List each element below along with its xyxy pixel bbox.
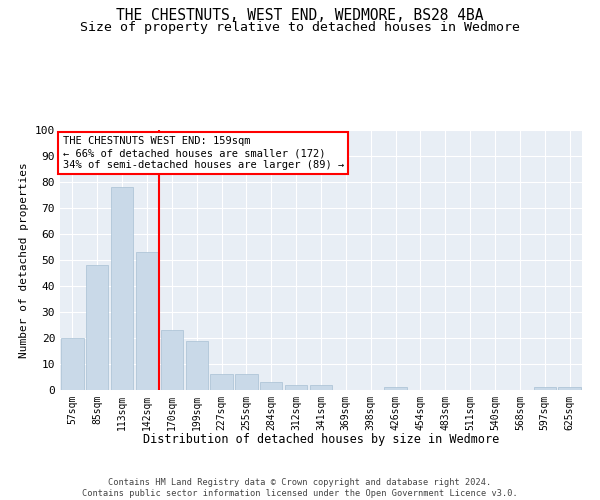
Bar <box>61 338 83 390</box>
Bar <box>559 388 581 390</box>
Text: Contains HM Land Registry data © Crown copyright and database right 2024.
Contai: Contains HM Land Registry data © Crown c… <box>82 478 518 498</box>
Bar <box>211 374 233 390</box>
Text: Size of property relative to detached houses in Wedmore: Size of property relative to detached ho… <box>80 21 520 34</box>
Bar <box>111 187 133 390</box>
Bar <box>533 388 556 390</box>
Bar <box>285 385 307 390</box>
Bar <box>260 382 283 390</box>
Bar <box>385 388 407 390</box>
Text: THE CHESTNUTS WEST END: 159sqm
← 66% of detached houses are smaller (172)
34% of: THE CHESTNUTS WEST END: 159sqm ← 66% of … <box>62 136 344 170</box>
Bar <box>235 374 257 390</box>
Bar <box>185 340 208 390</box>
Bar <box>86 265 109 390</box>
Text: Distribution of detached houses by size in Wedmore: Distribution of detached houses by size … <box>143 432 499 446</box>
Bar <box>136 252 158 390</box>
Bar <box>161 330 183 390</box>
Text: THE CHESTNUTS, WEST END, WEDMORE, BS28 4BA: THE CHESTNUTS, WEST END, WEDMORE, BS28 4… <box>116 8 484 22</box>
Bar <box>310 385 332 390</box>
Y-axis label: Number of detached properties: Number of detached properties <box>19 162 29 358</box>
